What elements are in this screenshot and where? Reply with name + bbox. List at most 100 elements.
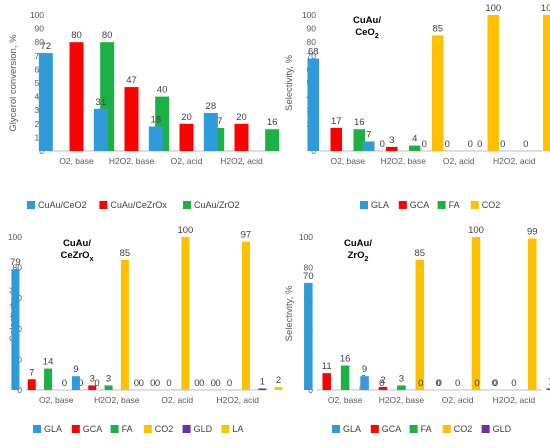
bar-gca xyxy=(330,127,342,151)
data-label: 0 xyxy=(199,378,204,389)
legend-swatch xyxy=(183,201,191,209)
y-tick-label: 70 xyxy=(307,51,317,61)
data-label: 3 xyxy=(106,373,111,384)
legend-swatch xyxy=(221,425,230,433)
data-label: 9 xyxy=(73,364,78,375)
data-label: 0 xyxy=(468,139,473,150)
data-label: 0 xyxy=(215,378,220,389)
x-tick-label: O2, acid xyxy=(443,156,475,166)
bar-fa xyxy=(409,145,421,151)
y-tick-label: 100 xyxy=(30,10,44,20)
x-tick-label: O2, base xyxy=(59,156,94,166)
data-label: 31 xyxy=(96,97,107,108)
catalyst-annotation-line1: CuAu/ xyxy=(353,15,381,26)
bar-co2 xyxy=(528,238,537,390)
x-tick-label: H2O2, base xyxy=(94,395,140,405)
data-label: 40 xyxy=(157,85,168,96)
legend-label: GLD xyxy=(493,424,512,434)
data-label: 14 xyxy=(43,357,54,368)
bar-cuau-cezrox xyxy=(69,42,84,152)
bar-la xyxy=(274,386,283,390)
chart-2: 0102030405060708090100Selectivity, %O2, … xyxy=(284,3,550,210)
data-label: 100 xyxy=(177,225,193,236)
data-label: 1 xyxy=(260,376,265,387)
annotation-main: CeZrO xyxy=(61,250,90,261)
y-axis-title: Glycerol conversion, % xyxy=(8,34,19,132)
data-label: 80 xyxy=(102,30,113,41)
bar-gca xyxy=(386,146,398,151)
data-label: 0 xyxy=(150,378,155,389)
data-label: 0 xyxy=(134,378,139,389)
legend-swatch xyxy=(33,425,41,433)
legend-label: LA xyxy=(232,424,243,434)
bar-cuau-ceo2 xyxy=(38,53,53,151)
y-tick-label: 100 xyxy=(302,10,316,20)
bar-co2 xyxy=(432,35,444,151)
data-label: 20 xyxy=(181,112,192,123)
x-tick-label: O2, base xyxy=(39,395,74,405)
legend-swatch xyxy=(71,425,80,433)
bar-gld xyxy=(546,388,550,390)
bar-cuau-ceo2 xyxy=(93,108,108,151)
data-label: 0 xyxy=(380,139,385,150)
bar-gla xyxy=(71,376,80,390)
data-label: 18 xyxy=(151,115,162,126)
y-tick-label: 100 xyxy=(299,232,313,242)
data-label: 97 xyxy=(241,230,252,241)
data-label: 2 xyxy=(276,375,281,386)
data-label: 9 xyxy=(362,364,367,375)
bar-gla xyxy=(11,269,20,390)
legend-swatch xyxy=(437,201,446,209)
bar-gca xyxy=(27,379,36,390)
x-tick-label: H2O2, base xyxy=(381,156,427,166)
legend-swatch xyxy=(442,425,451,433)
bar-fa xyxy=(44,368,53,390)
legend-label: CuAu/ZrO2 xyxy=(194,200,240,210)
legend-label: FA xyxy=(122,424,133,434)
x-tick-label: O2, acid xyxy=(442,395,474,405)
y-tick-label: 80 xyxy=(35,37,45,47)
annotation-main: ZrO xyxy=(348,250,365,261)
legend-label: GCA xyxy=(83,424,103,434)
annotation-main: CeO xyxy=(355,27,375,38)
bar-gla xyxy=(304,282,313,390)
annotation-subscript: 2 xyxy=(364,256,368,263)
data-label: 85 xyxy=(432,23,443,34)
chart-4: 020406080100Selectivity, %O2, base701116… xyxy=(284,225,550,434)
legend-swatch xyxy=(182,425,191,433)
bar-co2 xyxy=(120,259,129,390)
data-label: 0 xyxy=(379,378,384,389)
legend-label: CO2 xyxy=(155,424,174,434)
data-label: 100 xyxy=(468,225,484,236)
legend-label: GLA xyxy=(44,424,62,434)
data-label: 20 xyxy=(236,112,247,123)
bar-fa xyxy=(104,385,113,390)
bar-co2 xyxy=(415,259,425,390)
legend-swatch xyxy=(99,201,108,209)
data-label: 70 xyxy=(303,271,314,282)
data-label: 0 xyxy=(422,139,427,150)
catalyst-annotation-line1: CuAu/ xyxy=(63,238,91,249)
legend-swatch xyxy=(360,201,368,209)
data-label: 68 xyxy=(308,47,319,58)
legend-label: CO2 xyxy=(454,424,473,434)
data-label: 0 xyxy=(474,378,479,389)
bar-gla xyxy=(360,376,369,390)
data-label: 0 xyxy=(492,378,497,389)
y-axis-title: Selectivity, % xyxy=(284,55,295,111)
data-label: 79 xyxy=(10,257,21,268)
x-tick-label: H2O2, acid xyxy=(493,395,536,405)
x-tick-label: H2O2, acid xyxy=(220,156,263,166)
data-label: 0 xyxy=(139,378,144,389)
bar-gla xyxy=(363,141,375,151)
legend-label: FA xyxy=(421,424,432,434)
legend-swatch xyxy=(332,425,340,433)
bar-cuau-cezrox xyxy=(124,87,139,151)
data-label: 0 xyxy=(194,378,199,389)
x-tick-label: H2O2, acid xyxy=(216,395,259,405)
bar-gla xyxy=(307,58,319,151)
data-label: 0 xyxy=(445,139,450,150)
legend-swatch xyxy=(398,201,407,209)
data-label: 16 xyxy=(340,354,351,365)
data-label: 0 xyxy=(436,378,441,389)
